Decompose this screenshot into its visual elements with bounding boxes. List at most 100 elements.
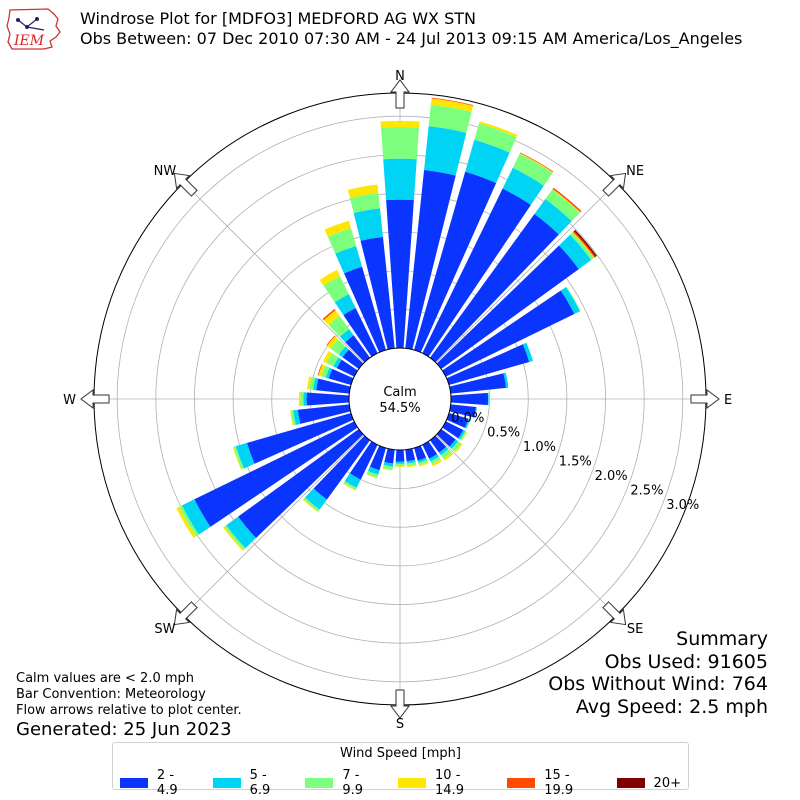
windrose-bar bbox=[302, 499, 319, 513]
windrose-bar bbox=[367, 466, 380, 475]
windrose-bar bbox=[344, 266, 386, 353]
direction-arrow bbox=[690, 389, 720, 409]
windrose-bar bbox=[325, 367, 333, 379]
windrose-bar bbox=[380, 120, 420, 128]
legend-item: 2 - 4.9 bbox=[120, 768, 199, 798]
windrose-bar bbox=[298, 391, 301, 407]
calm-note: Calm values are < 2.0 mph bbox=[16, 671, 195, 686]
direction-label: NE bbox=[626, 164, 644, 179]
windrose-bar bbox=[323, 310, 340, 326]
windrose-bar bbox=[318, 364, 326, 377]
windrose-bar bbox=[343, 308, 378, 357]
arrow-icon bbox=[173, 601, 198, 626]
windrose-bar bbox=[313, 377, 319, 391]
windrose-bar bbox=[436, 245, 579, 370]
obs-without-wind: Obs Without Wind: 764 bbox=[548, 673, 768, 695]
legend-item: 5 - 6.9 bbox=[212, 768, 292, 798]
legend-label: 7 - 9.9 bbox=[342, 768, 364, 798]
chart-title: Windrose Plot for [MDFO3] MEDFORD AG WX … bbox=[80, 9, 476, 28]
windrose-bar bbox=[179, 505, 199, 537]
windrose-bar bbox=[303, 497, 320, 512]
direction-arrow bbox=[602, 601, 627, 626]
windrose-bar bbox=[326, 335, 335, 346]
windrose-bar bbox=[344, 473, 361, 488]
windrose-bar bbox=[316, 378, 351, 394]
radial-tick-label: 2.0% bbox=[595, 469, 628, 484]
windrose-bar bbox=[224, 525, 246, 550]
windrose-bar bbox=[353, 208, 383, 241]
radial-tick-label: 1.5% bbox=[559, 455, 592, 470]
windrose-bar bbox=[383, 158, 417, 201]
windrose-bar bbox=[306, 392, 350, 406]
summary-box: Summary Obs Used: 91605 Obs Without Wind… bbox=[548, 628, 768, 718]
windrose-bar bbox=[466, 419, 471, 429]
windrose-bars bbox=[176, 97, 597, 551]
windrose-bar bbox=[534, 198, 572, 235]
windrose-bar bbox=[431, 97, 474, 106]
windrose-bar bbox=[384, 448, 395, 464]
radial-tick-label: 2.5% bbox=[630, 483, 663, 498]
direction-label: SW bbox=[154, 622, 175, 637]
windrose-bar bbox=[326, 353, 339, 367]
legend-swatch bbox=[507, 778, 536, 788]
windrose-bar bbox=[386, 199, 414, 349]
obs-used: Obs Used: 91605 bbox=[604, 650, 768, 673]
windrose-bar bbox=[464, 418, 470, 429]
windrose-bar bbox=[565, 286, 581, 312]
direction-arrow bbox=[390, 79, 410, 109]
windrose-bar bbox=[406, 459, 416, 464]
legend-label: 10 - 14.9 bbox=[435, 768, 464, 798]
windrose-bar bbox=[321, 365, 330, 378]
windrose-bar bbox=[449, 404, 477, 418]
legend-label: 5 - 6.9 bbox=[249, 768, 271, 798]
iem-logo: IEM bbox=[4, 6, 66, 52]
radial-tick-label: 3.0% bbox=[666, 498, 699, 513]
windrose-bar bbox=[436, 428, 456, 447]
windrose-bar bbox=[465, 139, 510, 183]
windrose-bar bbox=[418, 461, 429, 467]
windrose-bar bbox=[406, 461, 417, 466]
windrose-bar bbox=[446, 344, 530, 385]
windrose-bar bbox=[339, 328, 354, 343]
windrose-bar bbox=[338, 346, 349, 358]
windrose-bar bbox=[395, 463, 405, 467]
windrose-bar bbox=[552, 188, 581, 213]
windrose-bar bbox=[345, 335, 371, 363]
windrose-bar bbox=[570, 232, 594, 261]
windrose-bar bbox=[322, 351, 333, 364]
windrose-bar bbox=[307, 376, 312, 390]
windrose-bar bbox=[440, 449, 452, 460]
windrose-bar bbox=[429, 435, 447, 453]
windrose-bar bbox=[418, 459, 428, 466]
direction-arrow bbox=[173, 601, 198, 626]
direction-arrow bbox=[80, 389, 110, 409]
windrose-bar bbox=[460, 430, 467, 441]
legend-swatch bbox=[120, 778, 148, 788]
windrose-bar bbox=[330, 339, 346, 355]
direction-label: E bbox=[724, 393, 732, 408]
direction-arrow bbox=[173, 172, 198, 197]
windrose-bar bbox=[502, 167, 544, 205]
windrose-bar bbox=[176, 506, 197, 539]
direction-label: N bbox=[395, 69, 405, 84]
windrose-bar bbox=[235, 442, 255, 469]
arrow-icon bbox=[80, 389, 110, 409]
windrose-bar bbox=[293, 409, 301, 425]
avg-speed: Avg Speed: 2.5 mph bbox=[575, 695, 768, 718]
legend-swatch bbox=[616, 778, 645, 788]
windrose-bar bbox=[487, 392, 489, 406]
windrose-bar bbox=[428, 104, 472, 133]
windrose-bar bbox=[414, 445, 427, 461]
direction-label: SE bbox=[627, 622, 643, 637]
windrose-bar bbox=[233, 446, 244, 470]
windrose-bar bbox=[360, 236, 395, 350]
windrose-bar bbox=[405, 169, 456, 350]
direction-arrow bbox=[602, 172, 627, 197]
iem-logo-graphic: IEM bbox=[6, 8, 61, 50]
windrose-bar bbox=[342, 349, 364, 370]
windrose-bar bbox=[322, 308, 336, 321]
arrow-icon bbox=[173, 172, 198, 197]
windrose-bar bbox=[395, 449, 405, 462]
windrose-bar bbox=[181, 499, 211, 535]
direction-label: S bbox=[396, 717, 404, 732]
